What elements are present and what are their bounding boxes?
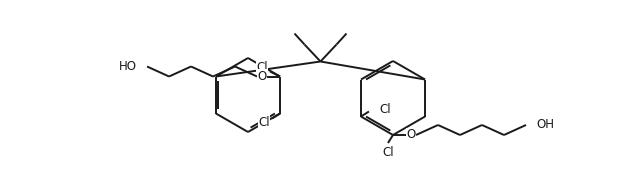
Text: Cl: Cl [379,103,390,116]
Text: Cl: Cl [256,61,268,74]
Text: HO: HO [119,60,137,73]
Text: O: O [406,129,415,142]
Text: O: O [258,70,267,83]
Text: Cl: Cl [382,145,394,159]
Text: Cl: Cl [258,116,270,129]
Text: OH: OH [536,119,554,132]
